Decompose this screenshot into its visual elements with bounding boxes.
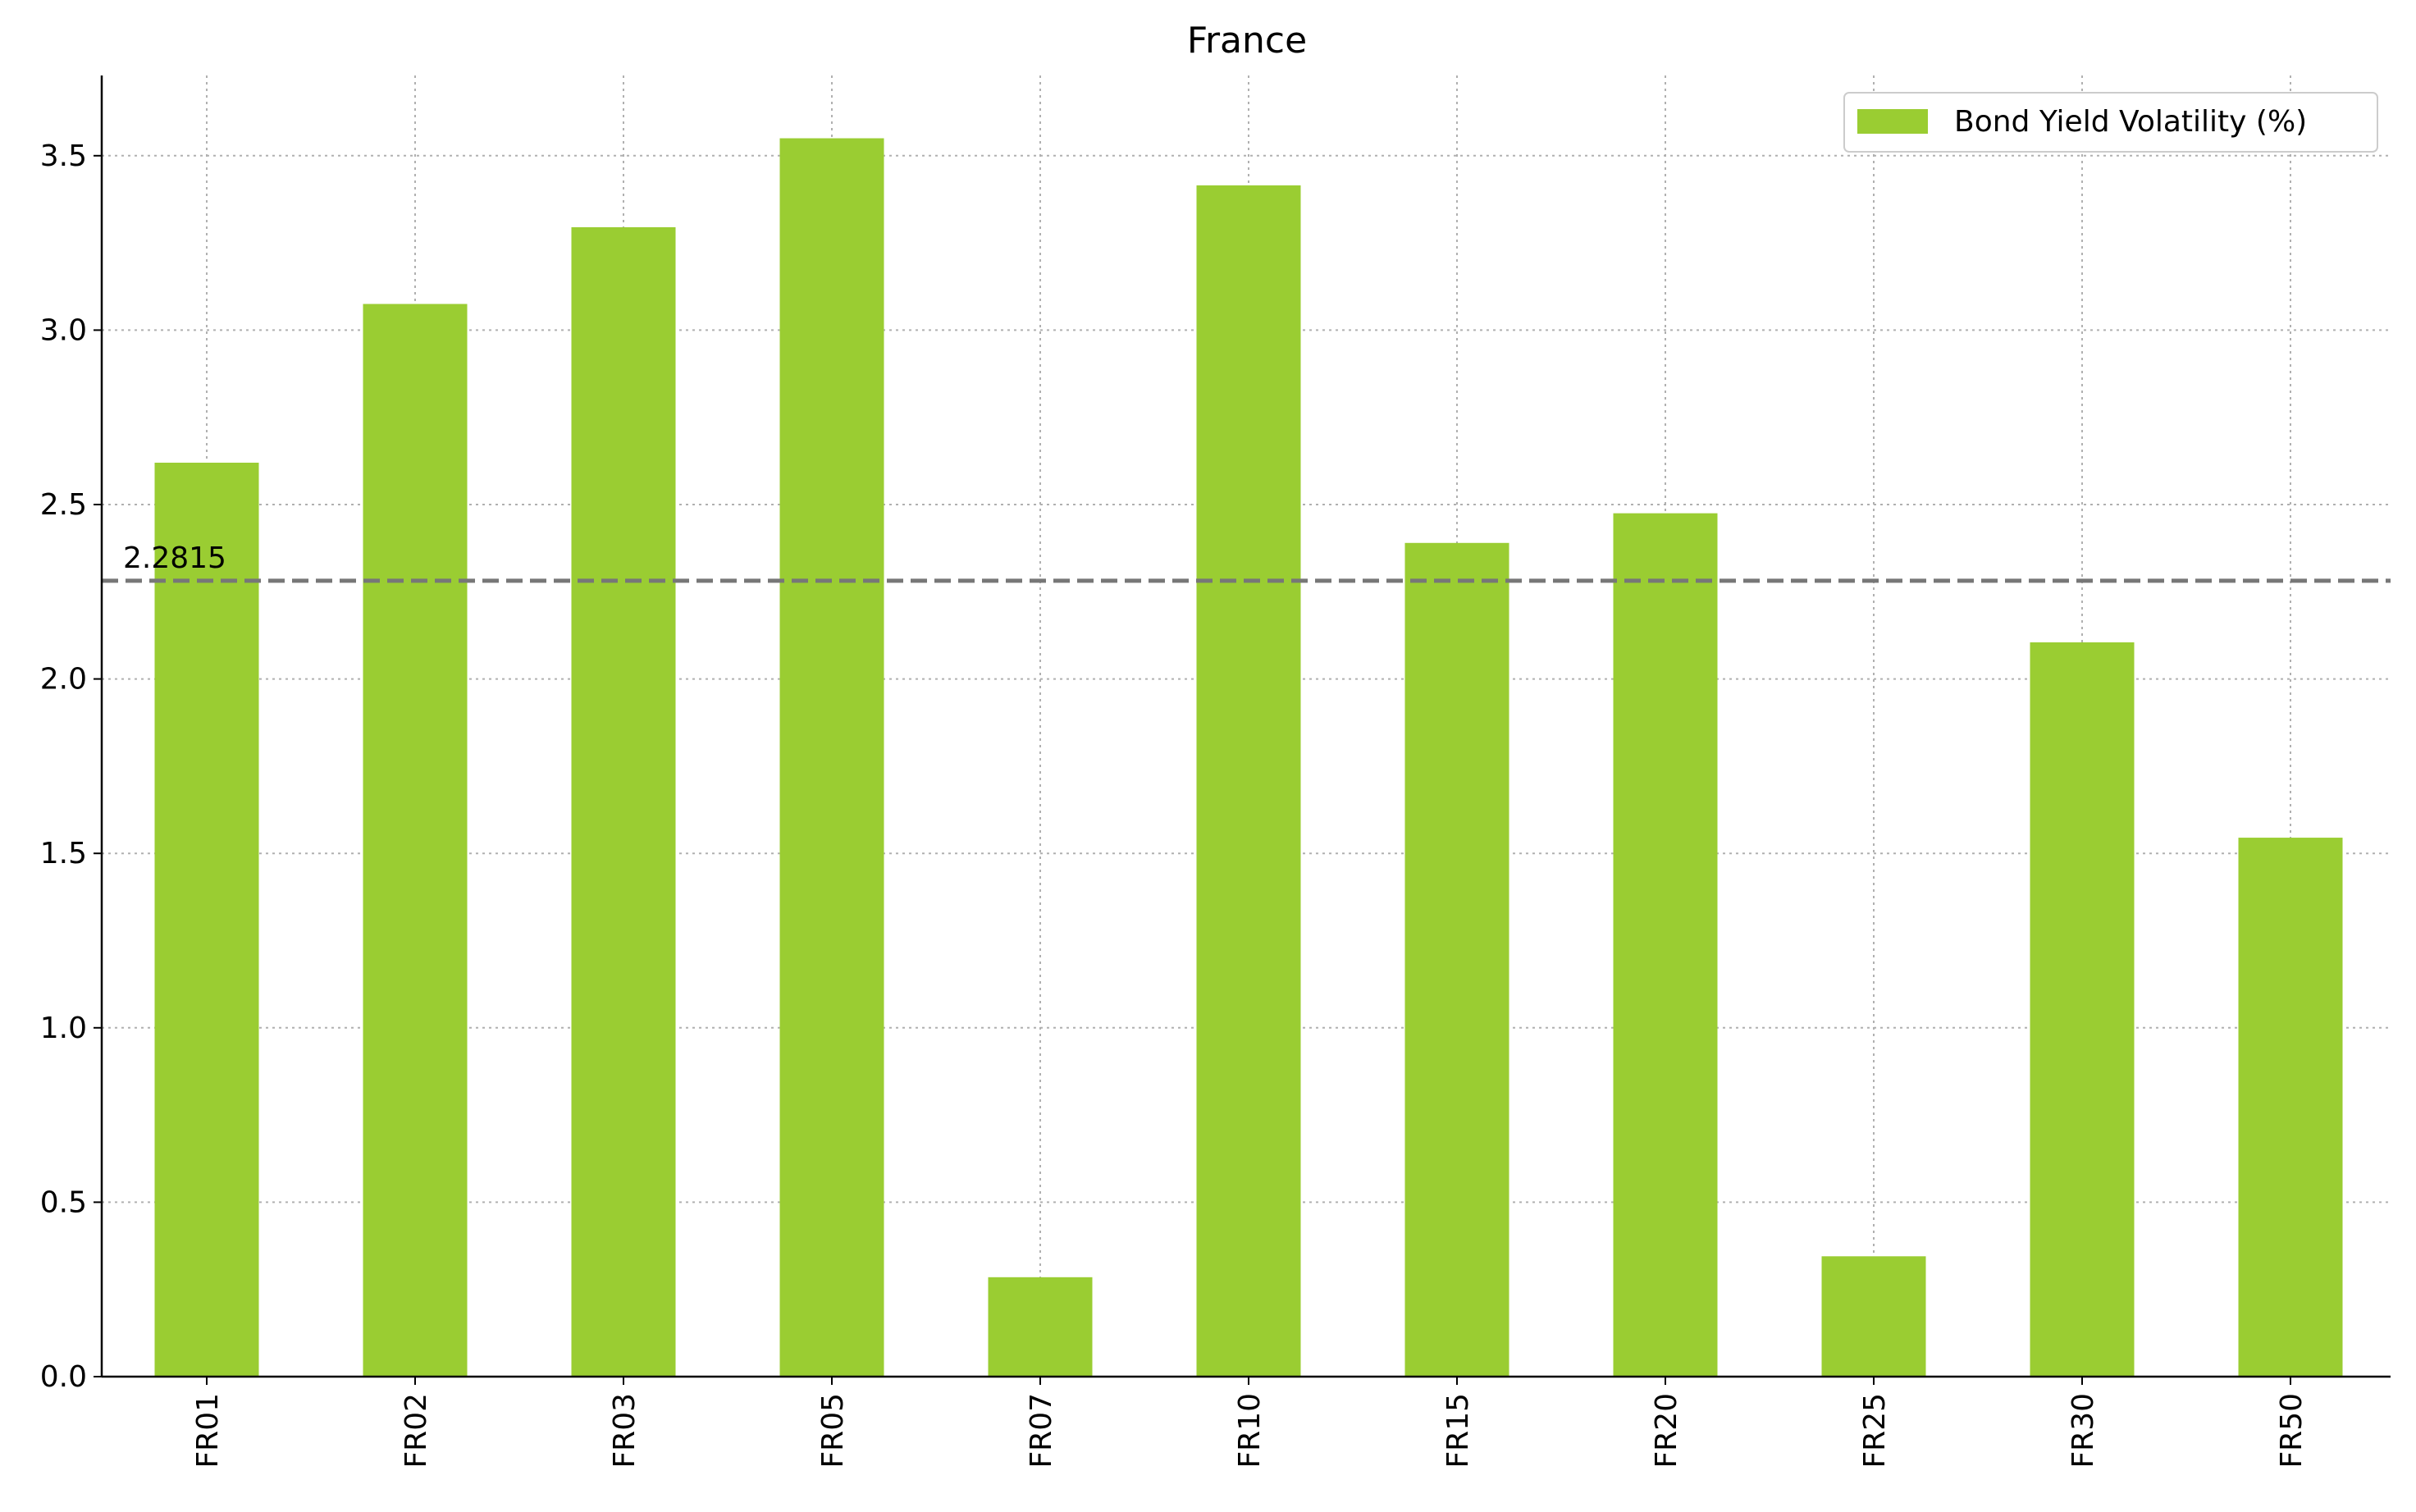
legend-swatch	[1857, 109, 1928, 134]
x-tick-label: FR03	[608, 1393, 642, 1469]
x-tick-label: FR15	[1441, 1393, 1475, 1469]
x-tick-label: FR25	[1858, 1393, 1892, 1469]
legend-label: Bond Yield Volatility (%)	[1954, 105, 2307, 139]
bar	[2238, 838, 2343, 1377]
legend-box	[1843, 92, 2378, 153]
x-tick-label: FR07	[1025, 1393, 1058, 1469]
x-axis-ticks: FR01 FR02 FR03 FR05 FR07 FR10 FR15 FR20 FR25 FR30…	[191, 1377, 2309, 1469]
y-tick-label: 1.5	[40, 837, 87, 870]
y-tick-label: 2.5	[40, 488, 87, 522]
x-tick-label: FR30	[2067, 1393, 2100, 1469]
x-tick-label: FR20	[1650, 1393, 1683, 1469]
y-tick-label: 0.5	[40, 1185, 87, 1219]
reference-line-group: 2.2815	[102, 541, 2391, 583]
y-axis-ticks: 0.0 0.5 1.0 1.5 2.0 2.5 3.0 3.5	[40, 139, 102, 1394]
x-tick-label: FR01	[191, 1393, 225, 1469]
y-tick-label: 2.0	[40, 663, 87, 697]
x-tick-label: FR50	[2275, 1393, 2309, 1469]
bar	[2030, 642, 2135, 1377]
y-tick-label: 3.0	[40, 313, 87, 347]
legend: Bond Yield Volatility (%)	[1843, 92, 2378, 153]
bars	[154, 138, 2343, 1377]
chart-title: France	[1187, 20, 1307, 62]
bar	[779, 138, 884, 1377]
bar	[1613, 513, 1718, 1377]
bar	[988, 1277, 1093, 1377]
bar	[1196, 185, 1301, 1377]
x-tick-label: FR05	[816, 1393, 850, 1469]
bar	[1821, 1256, 1926, 1377]
bar	[1404, 542, 1509, 1377]
bar	[154, 462, 259, 1377]
bar	[363, 304, 468, 1377]
x-tick-label: FR02	[400, 1393, 433, 1469]
y-tick-label: 3.5	[40, 139, 87, 173]
bar	[571, 226, 676, 1377]
x-tick-label: FR10	[1233, 1393, 1267, 1469]
y-tick-label: 0.0	[40, 1360, 87, 1394]
y-tick-label: 1.0	[40, 1012, 87, 1045]
reference-line-label: 2.2815	[123, 541, 226, 575]
axes	[100, 75, 2391, 1378]
